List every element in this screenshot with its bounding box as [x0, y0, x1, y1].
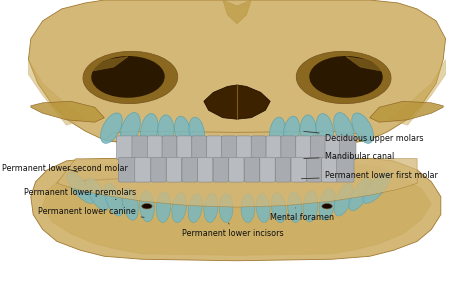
Polygon shape: [346, 57, 384, 72]
Polygon shape: [28, 60, 85, 125]
Ellipse shape: [269, 117, 285, 146]
FancyBboxPatch shape: [281, 136, 296, 160]
Polygon shape: [43, 163, 431, 255]
Ellipse shape: [83, 51, 178, 104]
Polygon shape: [28, 0, 446, 149]
Polygon shape: [31, 101, 104, 122]
Text: Permanent lower first molar: Permanent lower first molar: [301, 171, 438, 180]
Text: Permanent lower canine: Permanent lower canine: [38, 207, 144, 217]
Ellipse shape: [334, 183, 353, 216]
Ellipse shape: [322, 204, 332, 209]
Ellipse shape: [288, 192, 302, 222]
Polygon shape: [223, 0, 251, 24]
Ellipse shape: [300, 115, 316, 146]
Ellipse shape: [352, 113, 374, 143]
Ellipse shape: [140, 114, 158, 146]
FancyBboxPatch shape: [221, 136, 237, 160]
Text: Permanent lower incisors: Permanent lower incisors: [182, 223, 284, 238]
Ellipse shape: [91, 56, 164, 98]
FancyBboxPatch shape: [117, 136, 133, 160]
FancyBboxPatch shape: [339, 136, 356, 160]
Ellipse shape: [158, 115, 174, 146]
Ellipse shape: [219, 194, 233, 222]
Ellipse shape: [296, 51, 391, 104]
FancyBboxPatch shape: [132, 136, 148, 160]
FancyBboxPatch shape: [166, 157, 182, 182]
FancyBboxPatch shape: [162, 136, 177, 160]
Ellipse shape: [316, 114, 334, 146]
Ellipse shape: [156, 192, 171, 222]
Polygon shape: [370, 101, 443, 122]
Polygon shape: [389, 60, 446, 125]
FancyBboxPatch shape: [177, 136, 192, 160]
Ellipse shape: [100, 113, 122, 143]
Ellipse shape: [104, 183, 123, 216]
Text: Permanent lower premolars: Permanent lower premolars: [24, 188, 136, 200]
Ellipse shape: [363, 172, 391, 204]
FancyBboxPatch shape: [310, 136, 326, 160]
Polygon shape: [90, 57, 128, 72]
Ellipse shape: [319, 188, 335, 220]
FancyBboxPatch shape: [275, 157, 291, 182]
FancyBboxPatch shape: [228, 157, 244, 182]
FancyBboxPatch shape: [237, 136, 251, 160]
Ellipse shape: [142, 204, 152, 209]
Ellipse shape: [120, 113, 140, 145]
Ellipse shape: [122, 188, 138, 220]
FancyBboxPatch shape: [192, 136, 207, 160]
Polygon shape: [31, 159, 441, 261]
Ellipse shape: [349, 178, 372, 211]
Ellipse shape: [334, 113, 354, 145]
Ellipse shape: [188, 193, 202, 223]
FancyBboxPatch shape: [296, 136, 310, 160]
FancyBboxPatch shape: [291, 157, 306, 182]
FancyBboxPatch shape: [251, 136, 266, 160]
FancyBboxPatch shape: [118, 157, 136, 182]
Ellipse shape: [189, 117, 205, 146]
FancyBboxPatch shape: [207, 136, 221, 160]
Text: Deciduous upper molars: Deciduous upper molars: [304, 131, 423, 143]
FancyBboxPatch shape: [325, 136, 341, 160]
FancyBboxPatch shape: [244, 157, 260, 182]
FancyBboxPatch shape: [260, 157, 275, 182]
Polygon shape: [57, 159, 417, 207]
Ellipse shape: [256, 194, 270, 222]
Ellipse shape: [283, 116, 300, 146]
Text: Mandibular canal: Mandibular canal: [304, 152, 394, 161]
Ellipse shape: [241, 194, 255, 222]
Polygon shape: [104, 131, 370, 147]
FancyBboxPatch shape: [337, 157, 354, 182]
FancyBboxPatch shape: [307, 157, 322, 182]
Ellipse shape: [67, 172, 94, 204]
Ellipse shape: [204, 194, 218, 222]
FancyBboxPatch shape: [182, 157, 197, 182]
Ellipse shape: [303, 191, 318, 222]
Text: Mental foramen: Mental foramen: [270, 208, 334, 222]
FancyBboxPatch shape: [147, 136, 162, 160]
FancyBboxPatch shape: [213, 157, 228, 182]
Ellipse shape: [172, 193, 187, 223]
FancyBboxPatch shape: [198, 157, 213, 182]
Ellipse shape: [86, 178, 109, 211]
Polygon shape: [204, 85, 270, 119]
FancyBboxPatch shape: [322, 157, 338, 182]
FancyBboxPatch shape: [135, 157, 151, 182]
Ellipse shape: [310, 56, 383, 98]
Ellipse shape: [271, 193, 286, 223]
Ellipse shape: [139, 191, 155, 222]
FancyBboxPatch shape: [151, 157, 166, 182]
Text: Permanent lower second molar: Permanent lower second molar: [2, 164, 128, 173]
FancyBboxPatch shape: [266, 136, 281, 160]
Ellipse shape: [174, 116, 191, 146]
